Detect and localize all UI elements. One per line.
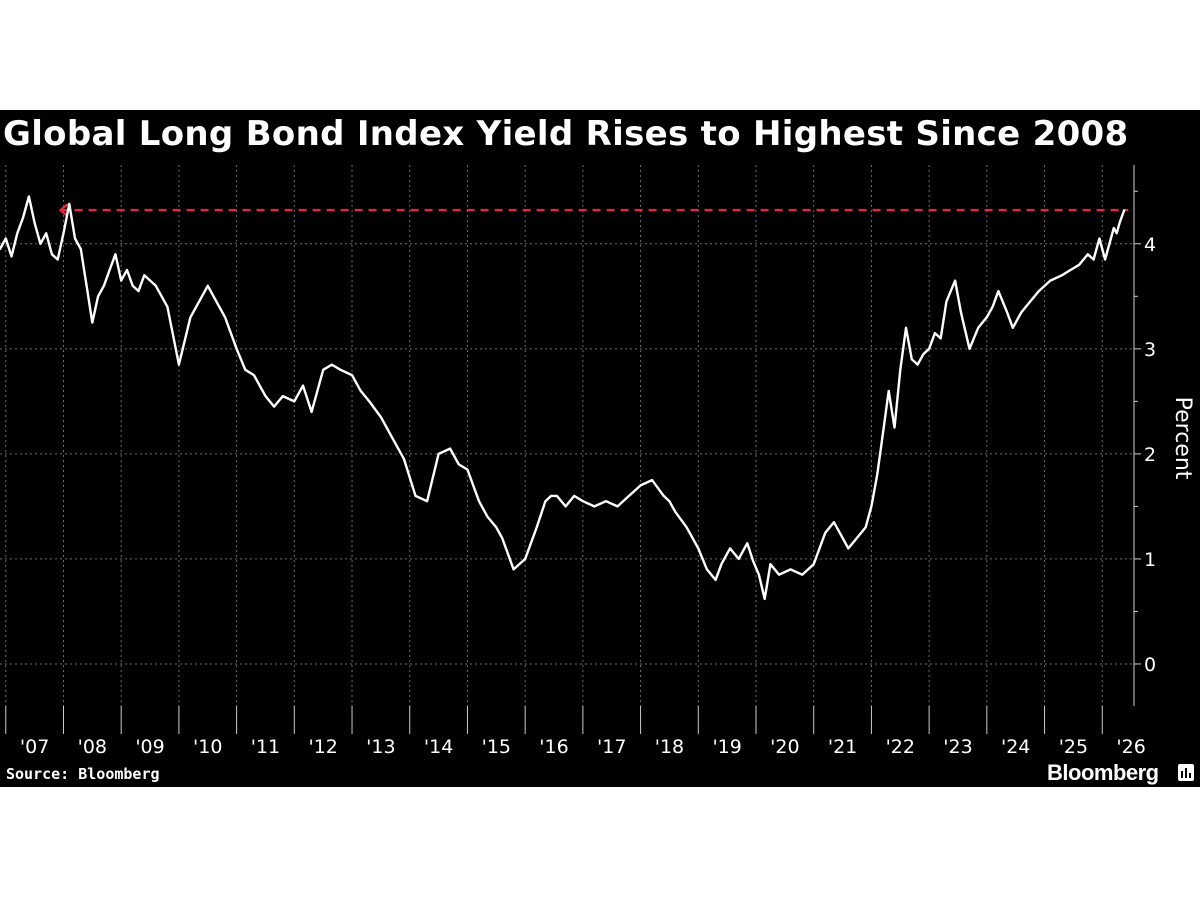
x-tick-label: '18 [655, 736, 684, 758]
x-tick-label: '17 [597, 736, 626, 758]
y-tick-label: 1 [1144, 549, 1156, 571]
chart-panel [0, 110, 1200, 787]
y-tick-label: 2 [1144, 444, 1156, 466]
x-tick-label: '25 [1059, 736, 1088, 758]
source-note: Source: Bloomberg [6, 765, 160, 783]
reference-arrow [58, 203, 69, 218]
x-tick-label: '12 [308, 736, 337, 758]
x-tick-label: '19 [712, 736, 741, 758]
chart-title: Global Long Bond Index Yield Rises to Hi… [3, 114, 1129, 154]
grid-lines [0, 165, 1134, 706]
reference-line-group [58, 203, 1129, 218]
x-tick-label: '22 [886, 736, 915, 758]
x-tick-label: '13 [366, 736, 395, 758]
y-tick-label: 0 [1144, 654, 1156, 676]
x-tick-label: '16 [539, 736, 568, 758]
x-tick-label: '14 [424, 736, 453, 758]
bar-chart-icon [1178, 764, 1194, 781]
y-tick-label: 4 [1144, 234, 1156, 256]
y-axis-label: Percent [1170, 397, 1195, 480]
brand-logo: Bloomberg [1047, 760, 1159, 785]
x-tick-label: '23 [943, 736, 972, 758]
x-tick-label: '15 [482, 736, 511, 758]
y-tick-label: 3 [1144, 339, 1156, 361]
axes [5, 165, 1141, 734]
x-tick-label: '07 [20, 736, 49, 758]
x-tick-label: '08 [78, 736, 107, 758]
x-tick-label: '26 [1116, 736, 1145, 758]
x-tick-label: '11 [251, 736, 280, 758]
x-tick-label: '09 [135, 736, 164, 758]
series-line [0, 195, 1126, 601]
series-group [0, 195, 1126, 601]
x-tick-label: '20 [770, 736, 799, 758]
x-tick-label: '10 [193, 736, 222, 758]
tick-labels: 0 1 2 3 4 '07 '08 '09 '10 '11 '12 '13 '14 '15 '16 '17 '1… [20, 234, 1156, 758]
x-tick-label: '24 [1001, 736, 1030, 758]
x-tick-label: '21 [828, 736, 857, 758]
